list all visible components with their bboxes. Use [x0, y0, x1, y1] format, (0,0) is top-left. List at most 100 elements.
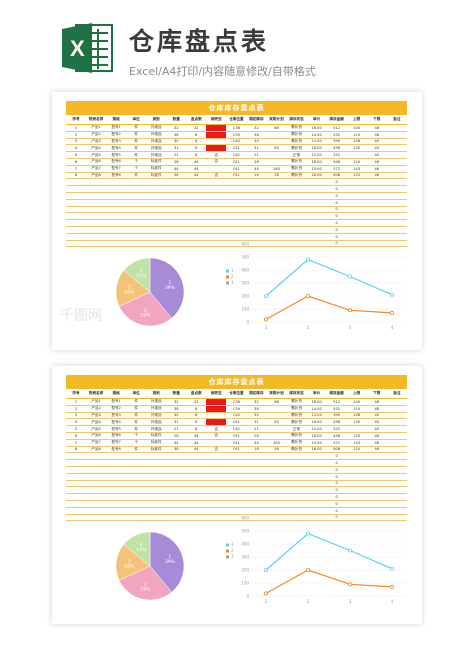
table-cell — [346, 192, 367, 200]
table-cell — [366, 240, 387, 248]
table-cell — [86, 493, 107, 501]
table-cell — [126, 466, 147, 474]
table-cell — [286, 473, 307, 481]
empty-row: 0 — [66, 486, 407, 495]
table-cell: 108 — [346, 138, 367, 146]
empty-row: 0 — [66, 226, 407, 234]
table-cell — [146, 226, 167, 234]
column-header: 序号 — [66, 115, 87, 125]
table-cell — [246, 459, 267, 467]
sheet-preview-2: 仓库库存盘点表 序号 物资名称 规格 单位 类别 数量 盘点数 绑死否 仓库位置 期初库存 采购计划… — [52, 366, 422, 624]
table-cell: 48 — [366, 131, 387, 139]
table-cell — [146, 473, 167, 481]
sheet-banner: 仓库库存盘点表 — [66, 375, 407, 389]
column-header: 上限 — [346, 389, 367, 399]
table-cell: 28 — [166, 432, 187, 440]
table-cell — [66, 480, 87, 488]
table-cell: 件 — [126, 446, 147, 454]
table-cell — [286, 185, 307, 193]
table-cell — [266, 452, 287, 461]
table-cell — [306, 178, 327, 187]
table-cell — [286, 507, 307, 515]
table-cell — [346, 500, 367, 508]
table-cell — [386, 226, 407, 234]
table-cell: 100 — [346, 398, 367, 406]
table-cell — [366, 480, 387, 488]
table-cell: 产品1 — [86, 398, 107, 406]
table-cell: 0 — [326, 240, 347, 248]
empty-row: 0 — [66, 212, 407, 221]
table-cell — [266, 500, 287, 508]
table-cell — [286, 233, 307, 241]
table-cell: 21 — [246, 425, 267, 433]
table-cell: 0 — [326, 226, 347, 234]
table-cell — [346, 199, 367, 207]
table-cell — [126, 486, 147, 495]
series-line — [265, 532, 393, 571]
table-cell: 0 — [326, 493, 347, 501]
column-header: 物资名称 — [86, 115, 107, 125]
pie-slice-pct: 29% — [140, 313, 151, 319]
table-cell — [106, 473, 127, 481]
table-cell — [306, 486, 327, 495]
table-cell: 120 — [346, 432, 367, 440]
table-cell: 0 — [326, 473, 347, 481]
table-cell: 2 — [66, 405, 87, 413]
table-cell: C40 — [226, 412, 247, 420]
table-cell: 型号5 — [106, 151, 127, 159]
pie-slice-label: 2 — [144, 582, 147, 588]
table-cell: 31 — [246, 144, 267, 153]
table-cell — [386, 233, 407, 241]
column-header: 单位 — [126, 389, 147, 399]
table-cell — [146, 199, 167, 207]
table-cell — [386, 452, 407, 461]
table-cell: 12.00 — [306, 425, 327, 433]
table-cell — [386, 405, 407, 413]
table-cell — [366, 206, 387, 214]
table-cell: 390 — [326, 412, 347, 420]
column-header: 采购计划 — [266, 115, 287, 125]
table-cell — [246, 192, 267, 200]
table-cell: 3 — [66, 412, 87, 420]
table-cell — [166, 199, 187, 207]
legend-label: 1 — [231, 268, 234, 273]
table-cell — [106, 493, 127, 501]
table-cell: C42 — [226, 151, 247, 159]
table-cell: 38 — [246, 405, 267, 413]
table-cell: 108 — [346, 412, 367, 420]
data-point — [264, 294, 269, 299]
table-cell — [106, 507, 127, 515]
table-cell — [386, 158, 407, 166]
table-cell: 32 — [186, 398, 207, 406]
table-cell — [186, 192, 207, 200]
table-cell: 外观品 — [146, 124, 167, 132]
table-cell: 否 — [206, 151, 227, 159]
table-cell — [286, 192, 307, 200]
table-cell: 6 — [66, 432, 87, 440]
table-cell — [126, 507, 147, 515]
table-cell: 型号4 — [106, 418, 127, 427]
table-cell: 件 — [126, 151, 147, 159]
table-cell — [146, 452, 167, 461]
table-cell — [106, 233, 127, 241]
table-cell — [166, 240, 187, 248]
table-cell: 13.00 — [306, 138, 327, 146]
table-cell — [306, 199, 327, 207]
table-cell: 28 — [266, 446, 287, 454]
table-cell: 5 — [66, 151, 87, 159]
table-cell — [106, 486, 127, 495]
table-cell: 0 — [326, 514, 347, 522]
table-cell: 143 — [346, 439, 367, 447]
table-cell — [266, 131, 287, 139]
table-cell: 型号3 — [106, 138, 127, 146]
table-cell — [386, 418, 407, 427]
table-cell: 21 — [166, 425, 187, 433]
table-cell — [266, 459, 287, 467]
series-line — [265, 569, 393, 594]
table-cell — [286, 459, 307, 467]
table-cell: C38 — [226, 398, 247, 406]
table-cell — [366, 178, 387, 187]
data-point — [389, 310, 394, 315]
table-cell: 252 — [326, 425, 347, 433]
table-row: 3 产品3 型号3 件外观品 30 8 C40 30 需补货 13.00 390 108 40 — [66, 412, 407, 420]
